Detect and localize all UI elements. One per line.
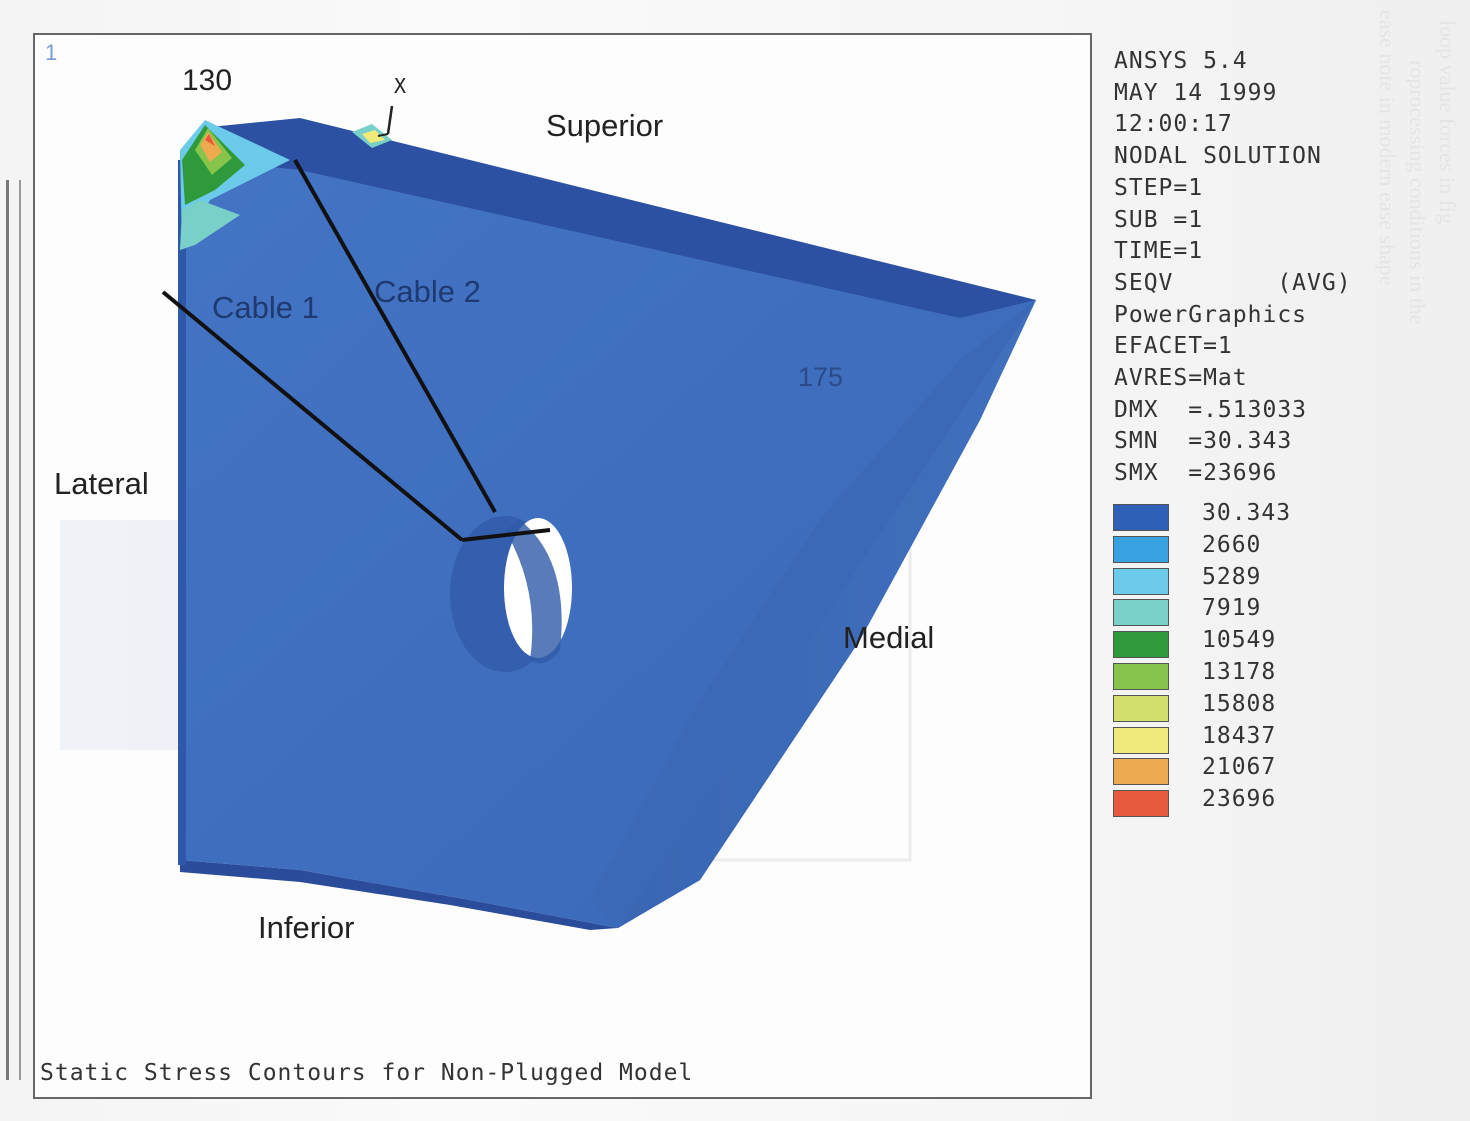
legend-swatch [1113,662,1169,690]
label-medial: Medial [843,620,935,655]
label-cable-1: Cable 1 [212,290,319,325]
info-time: 12:00:17 [1114,111,1233,138]
x-axis-tick [377,133,389,137]
model-lateral-edge [178,160,186,865]
legend-value: 2660 [1202,531,1262,558]
label-axis-x: X [394,74,407,98]
stress-hotspot-top [352,124,392,148]
legend-swatch [1113,631,1169,659]
figure-caption: Static Stress Contours for Non-Plugged M… [40,1060,694,1086]
legend-swatch [1113,599,1169,627]
info-analysis: NODAL SOLUTION [1114,143,1322,170]
info-step: STEP=1 [1114,174,1204,201]
info-time-param: TIME=1 [1114,238,1204,265]
info-smx: SMX =23696 [1114,460,1278,487]
legend-value: 5289 [1202,563,1262,590]
info-date: MAY 14 1999 [1114,79,1278,106]
legend-value: 7919 [1202,595,1262,622]
cable-link-line [461,528,551,542]
info-dmx: DMX =.513033 [1114,396,1308,423]
page-binding-edge [6,180,21,1080]
label-inferior: Inferior [258,910,355,945]
cable-2-line [293,159,497,513]
legend-value: 13178 [1202,658,1277,685]
legend-value: 30.343 [1202,500,1292,526]
model-front-face [180,150,1036,928]
cable-hole [450,516,572,672]
legend-swatch [1113,694,1169,722]
legend-value: 21067 [1202,754,1277,781]
model-bottom-edge [180,860,618,930]
info-avres: AVRES=Mat [1114,365,1248,392]
legend-swatch [1113,726,1169,754]
x-axis-line [386,105,394,135]
info-efacet: EFACET=1 [1114,333,1233,360]
info-result: SEQV (AVG) [1114,269,1352,296]
label-node-175: 175 [798,362,844,392]
legend-value: 23696 [1202,786,1277,813]
legend-swatch [1113,758,1169,786]
model-medial-bevel [590,300,1036,928]
legend-swatch [1113,504,1169,531]
bleed-through-text: ease note in modern ease shape roprocess… [1375,10,1460,325]
label-node-130: 130 [182,64,233,97]
info-smn: SMN =30.343 [1114,428,1293,455]
info-software: ANSYS 5.4 [1114,48,1248,74]
legend-swatch [1113,567,1169,595]
legend-swatch [1113,790,1169,818]
legend-value: 10549 [1202,627,1277,654]
label-corner-1: 1 [45,40,58,65]
ansys-info-block: ANSYS 5.4 MAY 14 1999 12:00:17 NODAL SOL… [1114,46,1352,490]
cable-1-line [161,290,464,542]
label-cable-2: Cable 2 [374,274,481,309]
info-sub: SUB =1 [1114,206,1204,233]
legend-value: 18437 [1202,722,1277,749]
stress-hotspot-130 [180,120,290,250]
legend-value: 15808 [1202,690,1277,717]
legend-swatch [1113,535,1169,563]
model-top-face [200,118,1036,318]
info-graphics: PowerGraphics [1114,301,1308,328]
label-superior: Superior [546,108,664,143]
label-lateral: Lateral [54,466,149,501]
